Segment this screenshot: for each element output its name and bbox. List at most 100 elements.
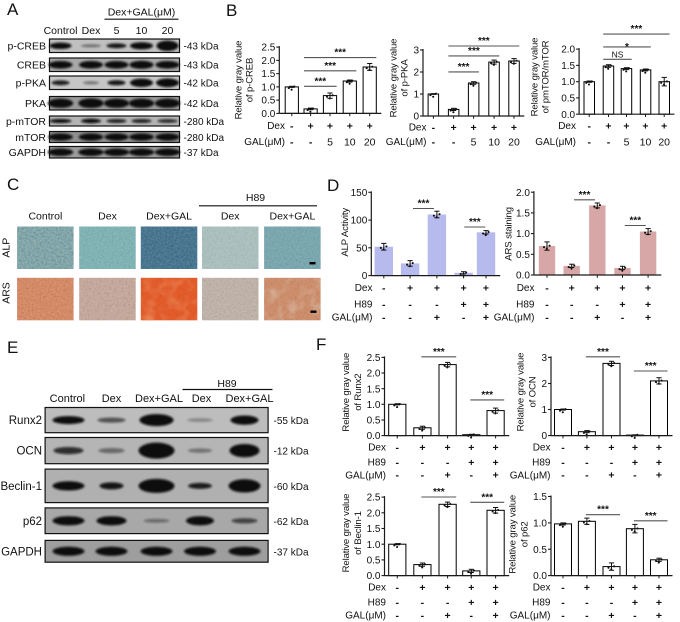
svg-text:-: -	[545, 282, 549, 294]
svg-text:+: +	[645, 282, 651, 294]
svg-text:ARS staining: ARS staining	[503, 207, 514, 261]
svg-text:-: -	[587, 120, 591, 132]
svg-text:+: +	[594, 282, 600, 294]
svg-text:F: F	[316, 335, 326, 354]
svg-text:+: +	[493, 582, 499, 594]
svg-text:CREB: CREB	[17, 60, 46, 72]
svg-text:H89: H89	[532, 458, 551, 469]
svg-text:-43 kDa: -43 kDa	[184, 61, 219, 72]
svg-text:-42 kDa: -42 kDa	[184, 79, 219, 90]
svg-text:p-mTOR: p-mTOR	[6, 116, 46, 128]
svg-text:1.5: 1.5	[261, 69, 275, 80]
svg-text:5: 5	[471, 136, 477, 148]
svg-text:+: +	[656, 457, 662, 469]
svg-text:GAL(μM): GAL(μM)	[494, 313, 535, 324]
svg-text:+: +	[632, 597, 638, 609]
svg-text:-: -	[435, 299, 439, 311]
svg-text:GAPDH: GAPDH	[9, 147, 46, 159]
svg-text:-: -	[470, 610, 474, 622]
svg-text:+: +	[493, 457, 499, 469]
svg-text:-: -	[470, 470, 474, 482]
svg-text:Dex: Dex	[98, 211, 117, 223]
svg-text:0.5: 0.5	[516, 250, 530, 261]
svg-text:1.5: 1.5	[533, 492, 547, 503]
svg-text:GAL(μM): GAL(μM)	[244, 137, 285, 148]
svg-text:0.5: 0.5	[533, 545, 547, 556]
svg-text:Dex: Dex	[533, 583, 551, 594]
svg-text:-: -	[621, 312, 625, 324]
svg-text:D: D	[327, 176, 339, 195]
svg-text:-: -	[462, 312, 466, 324]
svg-text:+: +	[434, 282, 440, 294]
svg-text:2: 2	[413, 68, 419, 79]
svg-text:-: -	[596, 299, 600, 311]
svg-text:NS: NS	[612, 49, 624, 59]
svg-text:Dex+GAL(μM): Dex+GAL(μM)	[108, 7, 176, 19]
svg-text:-280 kDa: -280 kDa	[184, 133, 225, 144]
svg-text:GAPDH: GAPDH	[1, 546, 42, 558]
svg-text:+: +	[347, 120, 353, 132]
svg-text:-: -	[452, 136, 456, 148]
svg-text:2.0: 2.0	[261, 56, 275, 67]
svg-text:***: ***	[645, 511, 657, 522]
svg-text:Dex: Dex	[409, 123, 427, 134]
svg-text:10: 10	[640, 136, 652, 148]
svg-text:H89: H89	[354, 300, 373, 311]
svg-text:10: 10	[344, 136, 356, 148]
svg-text:+: +	[645, 299, 651, 311]
svg-text:-: -	[396, 597, 400, 609]
svg-text:+: +	[419, 582, 425, 594]
svg-text:0.0: 0.0	[367, 571, 381, 582]
svg-text:-: -	[633, 470, 637, 482]
svg-text:+: +	[445, 610, 451, 622]
svg-text:-: -	[309, 136, 313, 148]
svg-text:-55 kDa: -55 kDa	[274, 416, 309, 427]
svg-text:0.0: 0.0	[261, 109, 275, 120]
svg-text:***: ***	[468, 46, 480, 57]
svg-text:1.5: 1.5	[367, 384, 381, 395]
svg-text:Relative gray value: Relative gray value	[508, 495, 519, 574]
svg-text:of p-PKA: of p-PKA	[400, 59, 411, 97]
svg-text:***: ***	[597, 347, 609, 358]
svg-text:OCN: OCN	[16, 446, 42, 458]
svg-text:+: +	[468, 442, 474, 454]
svg-text:+: +	[367, 120, 373, 132]
svg-text:-: -	[432, 122, 436, 134]
svg-text:0: 0	[413, 112, 419, 123]
svg-text:+: +	[468, 582, 474, 594]
svg-text:-: -	[290, 136, 294, 148]
svg-text:3: 3	[541, 353, 547, 364]
svg-text:-: -	[432, 136, 436, 148]
svg-text:-: -	[585, 457, 589, 469]
svg-text:1.0: 1.0	[561, 77, 575, 88]
svg-text:ALP Activity: ALP Activity	[340, 208, 351, 257]
svg-text:+: +	[623, 120, 629, 132]
svg-text:GAL(μM): GAL(μM)	[345, 611, 386, 622]
svg-text:1.0: 1.0	[367, 400, 381, 411]
svg-text:B: B	[226, 1, 237, 20]
svg-text:Dex+GAL: Dex+GAL	[269, 211, 315, 223]
svg-text:***: ***	[433, 347, 445, 358]
svg-text:-: -	[396, 457, 400, 469]
svg-text:+: +	[407, 282, 413, 294]
svg-text:+: +	[656, 470, 662, 482]
svg-text:+: +	[584, 582, 590, 594]
svg-text:Dex+GAL: Dex+GAL	[146, 211, 192, 223]
svg-text:Dex: Dex	[102, 393, 122, 405]
svg-text:Dex: Dex	[533, 443, 551, 454]
svg-text:+: +	[493, 470, 499, 482]
svg-text:-: -	[290, 120, 294, 132]
svg-text:150: 150	[351, 188, 368, 199]
svg-text:2.0: 2.0	[367, 508, 381, 519]
svg-text:0: 0	[541, 431, 547, 442]
svg-text:-: -	[585, 597, 589, 609]
svg-text:+: +	[605, 120, 611, 132]
svg-text:0.0: 0.0	[516, 271, 530, 282]
svg-text:-: -	[421, 457, 425, 469]
svg-text:GAL(μM): GAL(μM)	[386, 137, 427, 148]
svg-text:0.5: 0.5	[367, 416, 381, 427]
svg-text:***: ***	[469, 217, 481, 228]
svg-text:+: +	[656, 597, 662, 609]
svg-text:+: +	[569, 282, 575, 294]
svg-text:-: -	[561, 610, 565, 622]
